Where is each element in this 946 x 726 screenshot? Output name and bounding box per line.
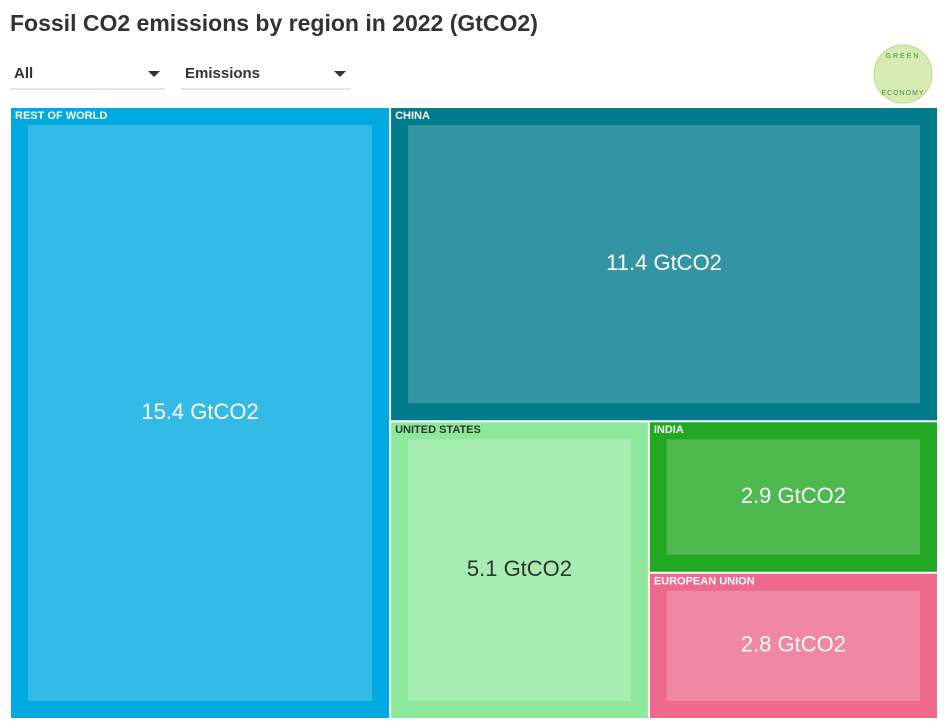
dropdown[interactable]: Emissions — [181, 65, 351, 90]
tile-label: UNITED STATES — [395, 424, 481, 436]
logo-text: GREEN — [886, 53, 921, 60]
tile-label: INDIA — [654, 424, 684, 436]
tile-label: REST OF WORLD — [15, 110, 107, 122]
logo-text: ECONOMY — [881, 90, 924, 97]
tile-inner — [408, 439, 631, 701]
tile-inner — [666, 590, 920, 701]
tile-label: CHINA — [395, 110, 430, 122]
dropdown[interactable]: All — [10, 65, 165, 90]
value-label: 2.9 GtCO2 — [741, 483, 846, 508]
dropdown-caret[interactable] — [148, 71, 160, 77]
logo: GREEN ECONOMY — [873, 44, 933, 104]
logo-circle — [873, 44, 933, 104]
value-label: 2.8 GtCO2 — [741, 632, 846, 657]
chart-title: Fossil CO2 emissions by region in 2022 (… — [10, 10, 538, 36]
tile-inner — [666, 439, 920, 555]
tile-inner — [28, 125, 373, 701]
dropdown-label[interactable]: All — [14, 65, 33, 82]
dropdown-label[interactable]: Emissions — [185, 65, 260, 82]
tile-label: EUROPEAN UNION — [654, 576, 755, 588]
value-label: 5.1 GtCO2 — [467, 556, 572, 581]
dropdown-caret[interactable] — [334, 71, 346, 77]
tile-inner — [408, 125, 920, 404]
value-label: 11.4 GtCO2 — [606, 250, 722, 275]
value-label: 15.4 GtCO2 — [141, 399, 258, 424]
